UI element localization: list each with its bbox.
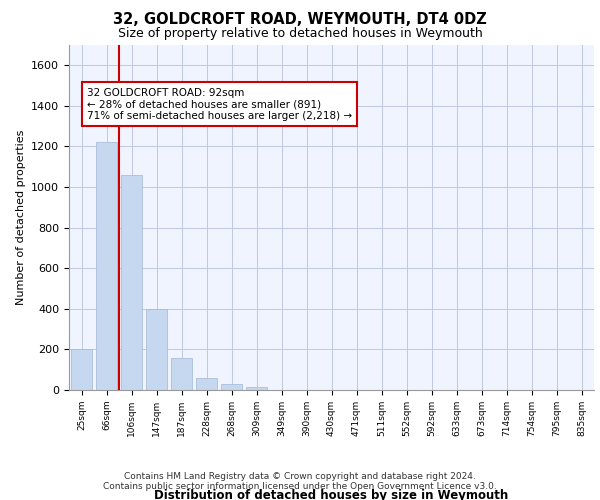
X-axis label: Distribution of detached houses by size in Weymouth: Distribution of detached houses by size … [154,489,509,500]
Text: Contains public sector information licensed under the Open Government Licence v3: Contains public sector information licen… [103,482,497,491]
Bar [71,350,92,390]
Bar [96,142,117,390]
Bar [121,175,142,390]
Bar [246,387,267,390]
Text: 32, GOLDCROFT ROAD, WEYMOUTH, DT4 0DZ: 32, GOLDCROFT ROAD, WEYMOUTH, DT4 0DZ [113,12,487,28]
Text: Size of property relative to detached houses in Weymouth: Size of property relative to detached ho… [118,28,482,40]
Text: Contains HM Land Registry data © Crown copyright and database right 2024.: Contains HM Land Registry data © Crown c… [124,472,476,481]
Text: 32 GOLDCROFT ROAD: 92sqm
← 28% of detached houses are smaller (891)
71% of semi-: 32 GOLDCROFT ROAD: 92sqm ← 28% of detach… [87,88,352,121]
Y-axis label: Number of detached properties: Number of detached properties [16,130,26,305]
Bar [146,309,167,390]
Bar [196,378,217,390]
Bar [171,358,192,390]
Bar [221,384,242,390]
